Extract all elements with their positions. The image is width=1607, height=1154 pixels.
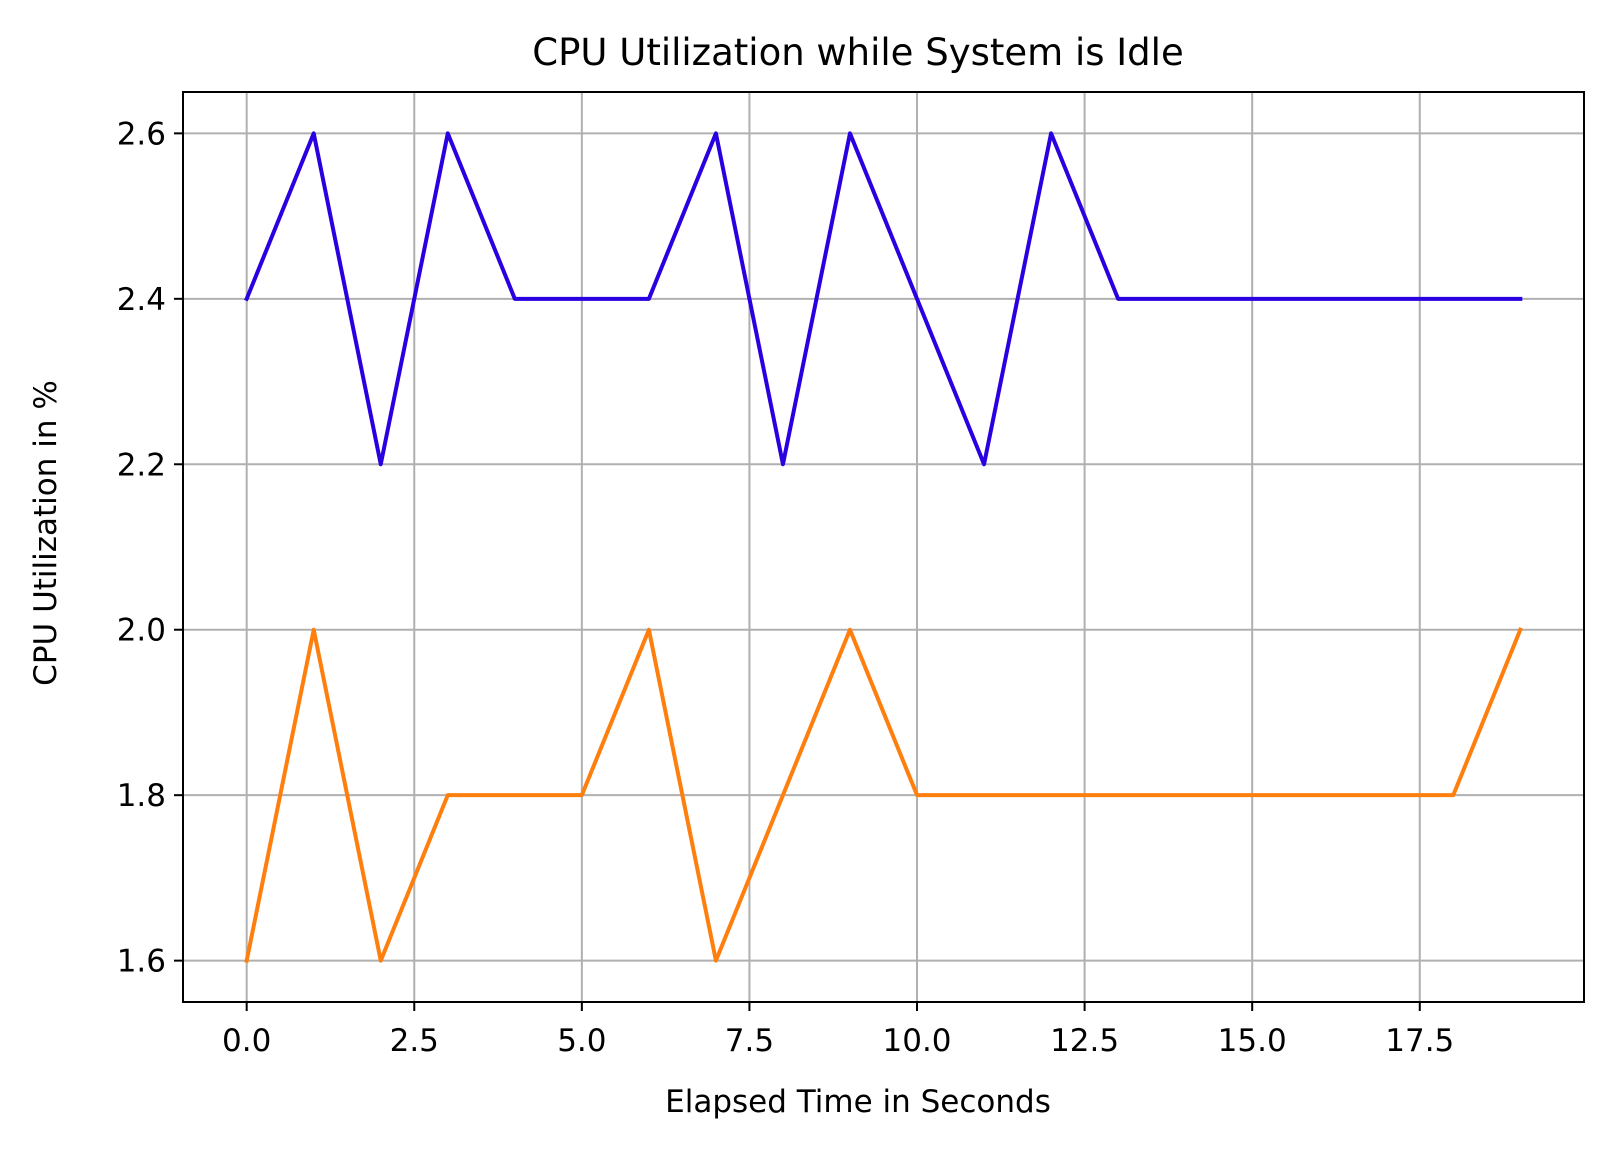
series-layer (244, 131, 1523, 963)
axis-ticks: 0.0 2.5 5.0 7.5 10.0 12.5 15.0 17.5 1.6 1.8 2.0 2.2… (117, 116, 1455, 1059)
x-tick-label: 10.0 (883, 1023, 952, 1059)
x-tick-label: 5.0 (557, 1023, 606, 1059)
y-tick-label: 2.0 (117, 613, 166, 649)
x-tick-label: 15.0 (1218, 1023, 1287, 1059)
y-tick-label: 1.6 (117, 944, 166, 980)
y-tick-label: 2.4 (117, 282, 166, 318)
y-tick-label: 1.8 (117, 778, 166, 814)
series-2-line (244, 627, 1523, 963)
y-tick-label: 2.6 (117, 116, 166, 152)
plot-area-frame (182, 91, 1585, 1003)
x-tick-label: 0.0 (222, 1023, 271, 1059)
x-tick-label: 12.5 (1050, 1023, 1119, 1059)
x-tick-label: 2.5 (390, 1023, 439, 1059)
series-1-line (244, 131, 1523, 467)
y-axis-label: CPU Utilization in % (28, 380, 64, 686)
y-tick-label: 2.2 (117, 447, 166, 483)
x-axis-label: Elapsed Time in Seconds (665, 1084, 1051, 1120)
x-tick-label: 7.5 (725, 1023, 774, 1059)
x-tick-label: 17.5 (1385, 1023, 1454, 1059)
chart-title: CPU Utilization while System is Idle (532, 31, 1183, 74)
